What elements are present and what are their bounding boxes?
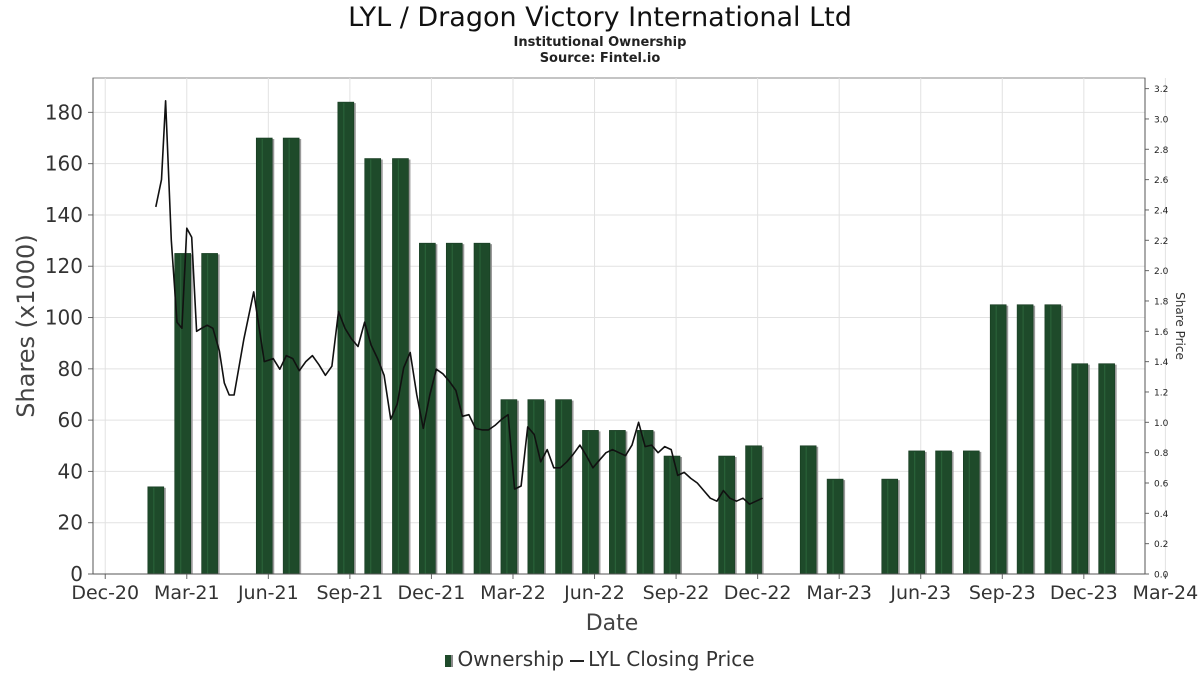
ownership-bar bbox=[745, 445, 762, 575]
chart-subtitle: Institutional Ownership bbox=[513, 35, 687, 50]
ownership-bar bbox=[473, 242, 491, 575]
y2-tick-label: 0.8 bbox=[1154, 449, 1169, 459]
ownership-bar bbox=[1044, 304, 1062, 575]
legend-price: LYL Closing Price bbox=[588, 647, 755, 671]
x-tick-label: Dec-22 bbox=[724, 582, 792, 604]
ownership-bar bbox=[1016, 304, 1034, 575]
ownership-bar bbox=[147, 486, 165, 575]
y2-tick-label: 0.0 bbox=[1154, 571, 1169, 581]
y-tick-label: 0 bbox=[70, 562, 83, 586]
legend-ownership: Ownership bbox=[457, 647, 565, 671]
bar-layer bbox=[147, 101, 1117, 575]
ownership-bar bbox=[1098, 363, 1115, 575]
ownership-bar bbox=[364, 158, 382, 575]
ownership-bar bbox=[392, 158, 409, 575]
x-tick-label: Sep-22 bbox=[643, 582, 710, 604]
y-axis-label: Shares (x1000) bbox=[12, 234, 40, 417]
y2-tick-label: 2.8 bbox=[1154, 146, 1169, 156]
y-tick-label: 60 bbox=[58, 408, 83, 432]
ownership-bar bbox=[799, 445, 817, 575]
y-tick-label: 140 bbox=[45, 203, 83, 227]
y-tick-label: 80 bbox=[58, 357, 83, 381]
y-tick-label: 120 bbox=[45, 254, 83, 278]
y-tick-label: 40 bbox=[58, 459, 83, 483]
x-tick-label: Dec-20 bbox=[71, 582, 139, 604]
price-legend-swatch bbox=[570, 659, 585, 662]
ownership-bar bbox=[527, 399, 545, 575]
x-tick-label: Sep-23 bbox=[969, 582, 1036, 604]
y2-tick-label: 2.2 bbox=[1154, 237, 1168, 247]
y2-tick-label: 0.6 bbox=[1154, 479, 1169, 489]
x-tick-label: Sep-21 bbox=[316, 582, 383, 604]
x-tick-label: Mar-24 bbox=[1133, 582, 1199, 604]
ownership-legend-swatch bbox=[445, 654, 454, 667]
y2-tick-label: 0.4 bbox=[1154, 510, 1169, 520]
ownership-bar bbox=[201, 253, 218, 575]
y2-tick-label: 0.2 bbox=[1154, 540, 1168, 550]
y2-tick-label: 3.0 bbox=[1154, 115, 1169, 125]
ownership-bar bbox=[718, 455, 735, 575]
y-tick-label: 20 bbox=[58, 511, 83, 535]
ownership-bar bbox=[555, 399, 572, 575]
chart-source: Source: Fintel.io bbox=[539, 51, 661, 66]
x-tick-label: Jun-22 bbox=[563, 582, 625, 604]
y2-axis-label: Share Price bbox=[1173, 292, 1187, 360]
chart-legend: Ownership LYL Closing Price bbox=[0, 647, 1200, 671]
axis-layer: 0 20 40 60 80 100 120 140 160 180 Dec-20 Mar-21 Jun-… bbox=[45, 78, 1198, 604]
y2-tick-label: 1.2 bbox=[1154, 388, 1168, 398]
price-line bbox=[155, 100, 763, 506]
ownership-bar bbox=[636, 430, 654, 575]
y2-tick-label: 1.8 bbox=[1154, 297, 1169, 307]
y2-tick-label: 1.4 bbox=[1154, 358, 1169, 368]
y2-tick-label: 1.6 bbox=[1154, 328, 1169, 338]
x-tick-label: Mar-21 bbox=[154, 582, 220, 604]
chart-title: LYL / Dragon Victory International Ltd bbox=[348, 2, 852, 33]
ownership-bar bbox=[826, 478, 844, 575]
ownership-bar bbox=[908, 450, 925, 575]
x-axis-label: Date bbox=[586, 611, 639, 636]
y2-tick-label: 2.6 bbox=[1154, 176, 1169, 186]
y2-tick-label: 1.0 bbox=[1154, 419, 1169, 429]
x-tick-label: Jun-23 bbox=[889, 582, 951, 604]
ownership-bar bbox=[935, 450, 952, 575]
y2-tick-label: 2.4 bbox=[1154, 206, 1169, 216]
ownership-bar bbox=[962, 450, 980, 575]
x-tick-label: Dec-23 bbox=[1050, 582, 1118, 604]
y2-tick-label: 2.0 bbox=[1154, 267, 1169, 277]
line-layer bbox=[155, 100, 763, 506]
y2-tick-label: 3.2 bbox=[1154, 85, 1168, 95]
ownership-bar bbox=[881, 478, 899, 575]
x-tick-label: Mar-23 bbox=[806, 582, 872, 604]
x-tick-label: Dec-21 bbox=[398, 582, 466, 604]
y-tick-label: 100 bbox=[45, 306, 83, 330]
ownership-bar bbox=[989, 304, 1007, 575]
ownership-bar bbox=[1071, 363, 1089, 575]
y-tick-label: 160 bbox=[45, 152, 83, 176]
x-tick-label: Mar-22 bbox=[480, 582, 546, 604]
x-tick-label: Jun-21 bbox=[237, 582, 299, 604]
y-tick-label: 180 bbox=[45, 100, 83, 124]
